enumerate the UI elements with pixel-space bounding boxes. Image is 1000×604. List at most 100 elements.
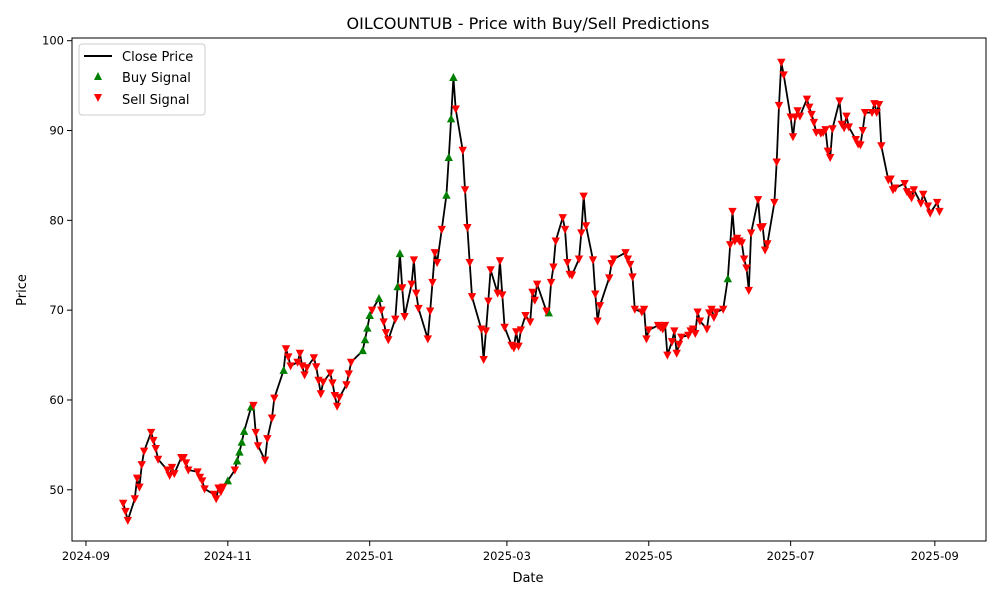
sell-signal-marker [251,428,260,437]
sell-signal-marker [198,477,207,486]
sell-signal-marker [430,249,440,258]
sell-signal-marker [712,308,721,317]
sell-signal-marker [532,280,542,289]
sell-signal-marker [872,109,881,118]
sell-signal-marker [346,358,356,367]
sell-signal-marker [316,390,326,399]
buy-signal-marker [446,114,456,123]
sell-signal-marker [758,223,767,232]
sell-signal-marker [184,466,193,475]
sell-signal-marker [560,225,570,234]
sell-signal-marker [702,325,712,334]
sell-signal-marker [567,271,577,280]
sell-signal-marker [423,335,433,344]
sell-signal-marker [823,147,833,156]
x-tick-label: 2024-11 [204,549,252,563]
sell-signal-marker [528,288,537,297]
sell-signal-marker [344,370,353,379]
buy-signal-marker [395,249,405,258]
sell-signal-marker [137,461,146,470]
sell-signal-marker [858,127,867,136]
sell-signal-marker [591,290,600,299]
sell-signal-marker [437,225,446,234]
sell-signal-marker [667,338,677,347]
sell-signal-marker [860,109,870,118]
sell-signal-marker [170,470,179,479]
sell-signal-marker [605,274,614,283]
sell-signal-marker [588,256,598,265]
sell-signal-marker [253,442,263,451]
sell-signal-marker [414,304,423,313]
sell-signal-marker [919,190,928,199]
sell-signal-marker [779,71,788,80]
sell-signal-marker [728,207,737,216]
sell-signal-marker [409,256,419,265]
sell-signal-marker [725,241,735,250]
sell-signal-marker [695,317,705,326]
sell-signal-marker [267,414,277,423]
sell-signal-marker [577,229,586,238]
buy-signal-marker [239,426,249,435]
y-tick-label: 50 [49,483,64,497]
sell-signal-marker [281,345,291,354]
sell-signal-marker [377,306,386,315]
sell-signal-marker [793,107,802,116]
sell-signal-marker [230,466,239,475]
x-tick-label: 2025-05 [625,549,673,563]
sell-signal-marker [579,192,588,201]
y-tick-label: 80 [49,213,64,227]
sell-signal-marker [514,342,523,351]
legend-buy-signal: Buy Signal [122,71,191,86]
sell-signal-marker [463,224,472,233]
x-tick-label: 2025-07 [767,549,815,563]
sell-signal-marker [851,135,860,144]
sell-signal-marker [211,495,221,504]
sell-signal-marker [907,194,916,203]
sell-signal-marker [263,435,272,444]
sell-signal-marker [877,142,886,151]
sell-signal-marker [874,100,884,109]
sell-signal-marker [149,436,158,445]
sell-signal-marker [691,330,700,339]
y-tick-label: 60 [49,393,64,407]
sell-signal-marker [495,257,505,266]
sell-signal-marker [200,485,209,494]
sell-signal-marker [467,293,477,302]
sell-signal-marker [909,186,919,195]
sell-signal-marker [742,264,751,273]
sell-signal-marker [165,471,174,480]
sell-signal-marker [825,153,835,162]
sell-signal-marker [367,306,377,315]
legend-close-price: Close Price [122,50,193,65]
sell-signal-marker [458,146,467,155]
legend: Close Price Buy Signal Sell Signal [78,43,206,116]
sell-signal-marker [639,305,649,314]
sell-signal-marker [935,207,944,216]
sell-signal-marker [284,353,293,362]
sell-signal-marker [663,351,672,360]
x-tick-label: 2025-03 [483,549,531,563]
buy-signal-marker [237,437,246,446]
sell-signal-marker [623,255,633,264]
sell-signal-marker [932,198,942,207]
sell-signal-marker [530,296,540,305]
sell-signal-marker [428,278,437,287]
sell-signal-marker [179,453,188,462]
sell-signal-marker [379,318,388,327]
buy-signal-marker [393,282,402,291]
sell-signal-marker [763,240,772,249]
sell-signal-marker [672,349,681,358]
sell-signal-marker [886,175,895,184]
buy-signal-marker [358,346,367,355]
buy-signal-marker [223,476,233,485]
sell-signal-marker [311,363,321,372]
x-axis-label: Date [512,571,543,586]
sell-signal-marker [693,308,702,317]
sell-signal-marker [509,344,519,353]
sell-signal-marker [300,371,309,380]
y-tick-label: 70 [49,303,64,317]
sell-signal-marker [328,379,337,388]
sell-signal-marker [821,126,830,135]
buy-signal-marker [232,456,242,465]
sell-signal-marker [295,349,305,358]
